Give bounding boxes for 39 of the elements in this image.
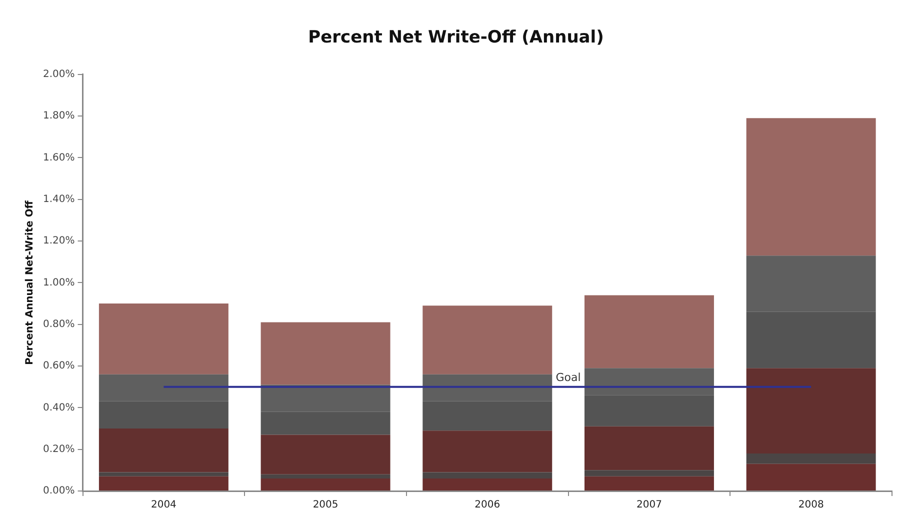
bar xyxy=(746,454,876,464)
bar xyxy=(746,368,876,454)
y-tick-label: 1.20% xyxy=(42,236,75,247)
bar xyxy=(98,476,228,490)
bar xyxy=(584,295,714,368)
y-tick-label: 2.00% xyxy=(42,68,75,80)
bar xyxy=(584,426,714,470)
y-tick-label: 1.00% xyxy=(42,277,75,288)
y-tick-label: 1.60% xyxy=(42,152,75,164)
y-tick-label: 0.00% xyxy=(42,486,75,497)
y-axis-title: Percent Annual Net-Write Off xyxy=(24,200,36,365)
x-tick-label: 2006 xyxy=(474,500,500,511)
bar xyxy=(98,304,228,374)
x-tick-label: 2007 xyxy=(636,500,662,511)
bar xyxy=(746,118,876,256)
y-tick-label: 0.80% xyxy=(42,318,75,330)
bar xyxy=(98,428,228,472)
bar xyxy=(422,472,552,478)
y-tick-label: 1.40% xyxy=(42,194,75,205)
bar xyxy=(98,472,228,476)
bar xyxy=(422,478,552,490)
y-tick-label: 0.60% xyxy=(42,360,75,372)
x-tick-label: 2005 xyxy=(312,500,338,511)
bar xyxy=(746,464,876,490)
y-tick-label: 0.40% xyxy=(42,402,75,414)
x-tick-label: 2004 xyxy=(150,500,176,511)
bar xyxy=(584,476,714,490)
bar xyxy=(260,322,390,385)
bar xyxy=(260,434,390,474)
y-tick-label: 1.80% xyxy=(42,110,75,122)
bar xyxy=(422,430,552,472)
bar xyxy=(260,478,390,490)
series-label: Goal xyxy=(556,371,581,384)
bar xyxy=(584,470,714,476)
y-tick-label: 0.20% xyxy=(42,444,75,455)
bar xyxy=(422,306,552,374)
bar xyxy=(260,474,390,478)
x-tick-label: 2008 xyxy=(798,500,824,511)
chart-title: Percent Net Write-Off (Annual) xyxy=(308,28,604,48)
